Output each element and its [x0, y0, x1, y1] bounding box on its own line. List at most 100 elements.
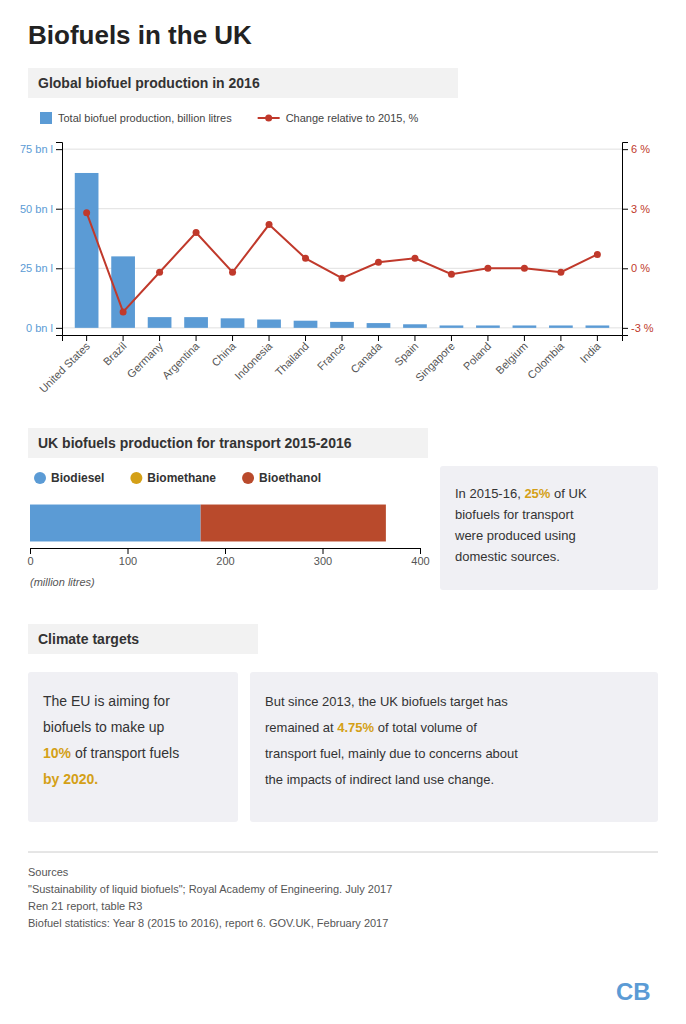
tick: Indonesia: [232, 335, 275, 382]
section-title: Climate targets: [38, 631, 139, 647]
tick-mark: [269, 335, 270, 341]
legend-label: Biodiesel: [51, 471, 104, 485]
tick: 25 bn l: [20, 262, 62, 274]
tick: United States: [37, 335, 93, 395]
tick-label: 0 bn l: [26, 322, 53, 334]
info-line: remained at 4.75% of total volume of: [265, 720, 477, 735]
tick-mark: [305, 335, 306, 341]
marker: [484, 265, 491, 272]
marker: [193, 229, 200, 236]
axis-line: [63, 336, 623, 342]
tick: Belgium: [493, 335, 530, 376]
info-text: The EU is aiming for: [43, 693, 170, 709]
separator: [28, 852, 658, 853]
grid-line: [62, 268, 622, 269]
tick-mark: [196, 335, 197, 341]
tick-label: 100: [119, 555, 137, 567]
info-line: were produced using: [454, 528, 576, 543]
tick: China: [209, 335, 238, 369]
tick-mark: [622, 149, 628, 150]
tick-mark: [378, 335, 379, 341]
grid-line: [62, 208, 622, 209]
marker: [229, 269, 236, 276]
tick: 400: [411, 548, 429, 567]
legend-label: Biomethane: [147, 471, 216, 485]
tick-label: Indonesia: [232, 339, 275, 382]
tick-mark: [30, 548, 31, 554]
tick-label: Germany: [125, 339, 166, 380]
tick: 3 %: [622, 203, 650, 215]
tick-mark: [56, 268, 62, 269]
tick-mark: [560, 335, 561, 341]
grid: [62, 149, 622, 328]
tick: Brazil: [101, 335, 129, 368]
page-title: Biofuels in the UK: [28, 20, 252, 50]
tick: Argentina: [160, 335, 202, 382]
bar: [221, 318, 245, 328]
info-text: of UK: [550, 486, 586, 501]
marker: [521, 265, 528, 272]
tick-label: Brazil: [101, 340, 129, 368]
axis-line: [56, 143, 63, 336]
tick-label: Belgium: [493, 340, 530, 377]
info-line: In 2015-16, 25% of UK: [455, 486, 587, 501]
source-line: Biofuel statistics: Year 8 (2015 to 2016…: [28, 917, 388, 929]
tick-mark: [622, 328, 628, 329]
info-text: transport fuel, mainly due to concerns a…: [265, 746, 518, 761]
legend-swatch: [40, 112, 52, 124]
marker: [156, 269, 163, 276]
info-line: by 2020.: [43, 771, 98, 787]
tick: Spain: [392, 335, 420, 368]
line: [87, 213, 598, 312]
info-box: [250, 672, 658, 822]
y2-axis: -3 %0 %3 %6 %: [622, 143, 654, 336]
section-title: UK biofuels production for transport 201…: [38, 435, 352, 451]
highlight: by 2020.: [43, 771, 98, 787]
tick-label: 0: [27, 555, 33, 567]
tick-label: Argentina: [160, 339, 202, 381]
y-axis: 0 bn l25 bn l50 bn l75 bn l: [20, 143, 63, 336]
section-band: [28, 624, 258, 654]
tick-label: 3 %: [631, 203, 650, 215]
bar: [148, 317, 172, 328]
x-axis: 0100200300400: [27, 548, 429, 567]
plot-area: [75, 173, 609, 328]
info-line: biofuels for transport: [455, 507, 574, 522]
bar: [513, 325, 537, 327]
tick-label: -3 %: [631, 322, 654, 334]
marker: [83, 209, 90, 216]
bar-segment: [30, 505, 201, 542]
tick-mark: [622, 209, 628, 210]
bar: [330, 322, 354, 328]
tick-label: France: [315, 340, 348, 373]
tick-label: China: [209, 339, 238, 368]
bar-segment: [201, 505, 386, 542]
info-text: domestic sources.: [455, 549, 560, 564]
tick: 6 %: [622, 143, 650, 155]
tick-mark: [159, 335, 160, 341]
legend-item: Biomethane: [130, 471, 216, 485]
tick-mark: [56, 149, 62, 150]
tick-mark: [56, 328, 62, 329]
bar: [586, 325, 610, 327]
marker: [411, 255, 418, 262]
tick-label: 75 bn l: [20, 143, 53, 155]
bar: [476, 325, 500, 327]
axis-title: (million litres): [30, 576, 95, 588]
tick: Poland: [461, 335, 494, 372]
plot-area: [30, 505, 386, 542]
tick: Colombia: [525, 335, 567, 381]
info-line: domestic sources.: [455, 549, 560, 564]
info-text: In 2015-16,: [455, 486, 524, 501]
info-line: 10% of transport fuels: [43, 745, 179, 761]
marker: [594, 251, 601, 258]
info-text: of transport fuels: [71, 745, 179, 761]
tick-mark: [524, 335, 525, 341]
marker: [302, 255, 309, 262]
info-text: But since 2013, the UK biofuels target h…: [265, 694, 508, 709]
legend-swatch: [34, 472, 46, 484]
bar: [184, 317, 208, 328]
tick-label: 25 bn l: [20, 262, 53, 274]
source-line: "Sustainability of liquid biofuels"; Roy…: [28, 883, 392, 895]
tick-label: Colombia: [525, 339, 567, 381]
